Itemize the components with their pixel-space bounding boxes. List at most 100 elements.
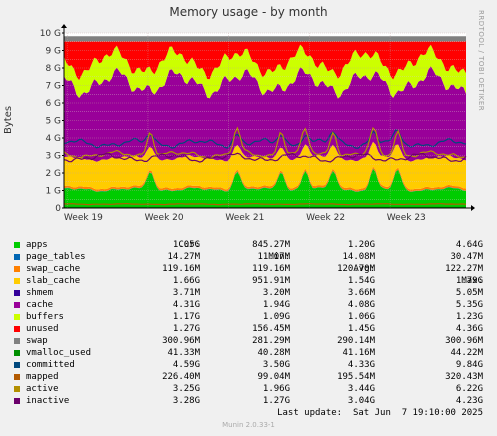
value-cur: 4.31G <box>172 300 200 310</box>
legend-item-apps: apps 1.05G 845.27M 1.20G 4.64G <box>0 239 497 251</box>
value-max: 1.79G <box>455 276 483 286</box>
legend-item-swap-cache: swap_cache 119.16M 119.16M 120.70M 122.27M <box>0 263 497 275</box>
value-cur: 3.28G <box>172 396 200 406</box>
munin-version: Munin 2.0.33-1 <box>222 421 275 429</box>
value-max: 1.23G <box>455 312 483 322</box>
line-inactive <box>63 152 467 163</box>
legend-name: unused <box>26 324 59 334</box>
legend-item-cache: cache 4.31G 1.94G 4.08G 5.35G <box>0 299 497 311</box>
legend-name: shmem <box>26 288 54 298</box>
value-max: 6.22G <box>455 384 483 394</box>
legend-swatch <box>14 254 20 260</box>
value-cur: 1.05G <box>172 240 200 250</box>
value-avg: 120.70M <box>337 264 375 274</box>
value-min: 845.27M <box>252 240 290 250</box>
value-cur: 300.96M <box>162 336 200 346</box>
value-cur: 1.17G <box>172 312 200 322</box>
legend-item-inactive: inactive 3.28G 1.27G 3.04G 4.23G <box>0 395 497 407</box>
x-tick-label: Week 20 <box>145 213 184 223</box>
value-min: 1.96G <box>262 384 290 394</box>
y-tick-label: 10 G <box>40 29 61 39</box>
y-tick-label: 1 G <box>45 187 61 197</box>
legend-name: vmalloc_used <box>26 348 92 358</box>
legend-swatch <box>14 338 20 344</box>
value-cur: 3.25G <box>172 384 200 394</box>
y-tick-label: 9 G <box>45 47 61 57</box>
x-tick-label: Week 22 <box>306 213 345 223</box>
value-avg: 14.08M <box>342 252 375 262</box>
legend-name: buffers <box>26 312 64 322</box>
legend-name: inactive <box>26 396 70 406</box>
area-buffers <box>64 44 466 99</box>
area-slab-cache <box>64 141 466 190</box>
value-max: 44.22M <box>450 348 483 358</box>
value-min: 40.28M <box>257 348 290 358</box>
value-cur: 41.33M <box>167 348 200 358</box>
x-axis-arrow <box>471 205 475 211</box>
value-cur: 226.40M <box>162 372 200 382</box>
col-cur-header: Cur: <box>178 240 200 250</box>
chart-title: Memory usage - by month <box>169 5 328 19</box>
value-avg: 1.54G <box>347 276 375 286</box>
legend-item-slab-cache: slab_cache 1.66G 951.91M 1.54G 1.79G <box>0 275 497 287</box>
legend-header: Cur: Min: Avg: Max: <box>0 227 497 286</box>
legend-swatch <box>14 350 20 356</box>
value-min: 1.27G <box>262 396 290 406</box>
y-tick-label: 8 G <box>45 64 61 74</box>
last-update-value: Sat Jun 7 19:10:00 2025 <box>352 408 483 418</box>
y-tick-label: 4 G <box>45 134 61 144</box>
legend-swatch <box>14 386 20 392</box>
value-avg: 195.54M <box>337 372 375 382</box>
col-min-header: Min: <box>268 252 290 262</box>
legend-name: committed <box>26 360 75 370</box>
legend-swatch <box>14 314 20 320</box>
legend-swatch <box>14 398 20 404</box>
area-unused <box>64 41 466 81</box>
value-avg: 290.14M <box>337 336 375 346</box>
rrdtool-credit: RRDTOOL / TOBI OETIKER <box>477 10 485 112</box>
y-tick-label: 0 <box>55 204 61 214</box>
value-min: 119.16M <box>252 264 290 274</box>
x-tick-label: Week 21 <box>225 213 264 223</box>
last-update-label: Last update: <box>277 408 343 418</box>
value-avg: 3.66M <box>347 288 375 298</box>
legend-name: active <box>26 384 59 394</box>
legend-name: apps <box>26 240 48 250</box>
y-tick-label: 5 G <box>45 117 61 127</box>
legend-item-unused: unused 1.27G 156.45M 1.45G 4.36G <box>0 323 497 335</box>
value-max: 9.84G <box>455 360 483 370</box>
legend-swatch <box>14 302 20 308</box>
legend-item-committed: committed 4.59G 3.50G 4.33G 9.84G <box>0 359 497 371</box>
value-max: 4.64G <box>455 240 483 250</box>
legend-swatch <box>14 278 20 284</box>
value-min: 11.07M <box>257 252 290 262</box>
legend-name: page_tables <box>26 252 86 262</box>
value-max: 30.47M <box>450 252 483 262</box>
area-swap <box>64 36 466 42</box>
value-min: 1.94G <box>262 300 290 310</box>
value-cur: 119.16M <box>162 264 200 274</box>
line-mapped <box>63 202 467 206</box>
legend-item-vmalloc-used: vmalloc_used 41.33M 40.28M 41.16M 44.22M <box>0 347 497 359</box>
value-max: 320.43M <box>445 372 483 382</box>
value-max: 300.96M <box>445 336 483 346</box>
last-update: Last update: Sat Jun 7 19:10:00 2025 <box>277 407 483 419</box>
value-avg: 1.20G <box>347 240 375 250</box>
value-min: 3.50G <box>262 360 290 370</box>
legend-item-active: active 3.25G 1.96G 3.44G 6.22G <box>0 383 497 395</box>
value-cur: 14.27M <box>167 252 200 262</box>
value-cur: 1.66G <box>172 276 200 286</box>
legend-swatch <box>14 326 20 332</box>
value-min: 99.04M <box>257 372 290 382</box>
value-min: 281.29M <box>252 336 290 346</box>
legend-item-swap: swap 300.96M 281.29M 290.14M 300.96M <box>0 335 497 347</box>
value-avg: 4.33G <box>347 360 375 370</box>
legend-name: mapped <box>26 372 59 382</box>
value-max: 5.35G <box>455 300 483 310</box>
legend-swatch <box>14 362 20 368</box>
y-tick-label: 2 G <box>45 169 61 179</box>
value-max: 4.23G <box>455 396 483 406</box>
col-max-header: Max: <box>461 276 483 286</box>
value-avg: 41.16M <box>342 348 375 358</box>
legend-item-page-tables: page_tables 14.27M 11.07M 14.08M 30.47M <box>0 251 497 263</box>
